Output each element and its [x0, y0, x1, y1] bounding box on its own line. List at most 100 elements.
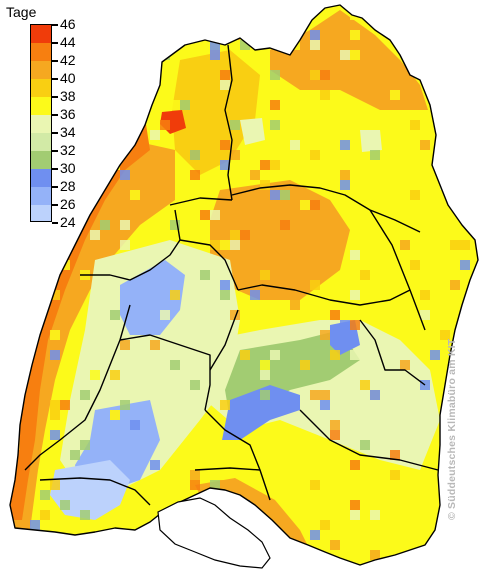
grid-cell [230, 240, 240, 250]
grid-cell [110, 130, 120, 140]
grid-cell [270, 190, 280, 200]
grid-cell [120, 130, 130, 140]
zone-kraichgau-green [240, 118, 265, 145]
legend-swatch [31, 133, 51, 152]
grid-cell [320, 70, 330, 80]
legend-tick [52, 204, 58, 206]
grid-cell [360, 440, 370, 450]
grid-cell [210, 50, 220, 60]
grid-cell [220, 140, 230, 150]
grid-cell [220, 160, 230, 170]
grid-cell [240, 350, 250, 360]
grid-cell [230, 120, 240, 130]
grid-cell [280, 220, 290, 230]
grid-cell [190, 460, 200, 470]
grid-cell [310, 270, 320, 280]
grid-cell [30, 520, 40, 530]
grid-cell [270, 160, 280, 170]
grid-cell [140, 10, 150, 20]
grid-cell [190, 170, 200, 180]
grid-cell [40, 490, 50, 500]
grid-cell [390, 90, 400, 100]
grid-cell [80, 440, 90, 450]
legend-swatch [31, 25, 51, 44]
grid-cell [460, 240, 470, 250]
grid-cell [270, 510, 280, 520]
grid-cell [350, 500, 360, 510]
legend-tick [52, 78, 58, 80]
grid-cell [200, 210, 210, 220]
grid-cell [310, 200, 320, 210]
grid-cell [200, 270, 210, 280]
grid-cell [270, 120, 280, 130]
legend-tick [52, 186, 58, 188]
grid-cell [450, 90, 460, 100]
grid-cell [120, 340, 130, 350]
grid-cell [310, 70, 320, 80]
legend-tick-label: 30 [60, 160, 76, 176]
grid-cell [360, 380, 370, 390]
legend-tick-label: 24 [60, 214, 76, 230]
grid-cell [250, 170, 260, 180]
grid-cell [440, 170, 450, 180]
grid-cell [140, 5, 150, 10]
legend-tick-label: 28 [60, 178, 76, 194]
grid-cell [370, 390, 380, 400]
grid-cell [180, 100, 190, 110]
grid-cell [240, 40, 250, 50]
grid-cell [420, 290, 430, 300]
grid-cell [140, 340, 150, 350]
legend-swatch [31, 169, 51, 188]
grid-cell [430, 60, 440, 70]
grid-cell [210, 490, 220, 500]
grid-cell [370, 70, 380, 80]
legend-tick-label: 46 [60, 16, 76, 32]
grid-cell [430, 90, 440, 100]
grid-cell [460, 5, 470, 10]
zone-south-east-yellow [320, 460, 438, 555]
grid-cell [310, 530, 320, 540]
grid-cell [370, 150, 380, 160]
district-border-14 [39, 477, 151, 506]
grid-cell [190, 380, 200, 390]
grid-cell [220, 70, 230, 80]
grid-cell [80, 390, 90, 400]
legend-color-bar [30, 24, 52, 222]
grid-cell [210, 480, 220, 490]
grid-cell [410, 530, 420, 540]
legend-tick [52, 168, 58, 170]
grid-cell [410, 190, 420, 200]
grid-cell [260, 360, 270, 370]
grid-cell [90, 370, 100, 380]
grid-cell [260, 390, 270, 400]
grid-cell [420, 330, 430, 340]
grid-cell [450, 240, 460, 250]
legend-tick-label: 42 [60, 52, 76, 68]
grid-cell [440, 5, 450, 10]
grid-cell [330, 310, 340, 320]
grid-cell [50, 400, 60, 410]
grid-cell [120, 90, 130, 100]
grid-cell [160, 310, 170, 320]
grid-cell [50, 350, 60, 360]
legend-tick-label: 40 [60, 70, 76, 86]
grid-cell [370, 550, 380, 560]
grid-cell [110, 310, 120, 320]
legend-swatch [31, 187, 51, 206]
grid-cell [120, 220, 130, 230]
grid-cell [130, 420, 140, 430]
grid-cell [330, 540, 340, 550]
grid-cell [120, 400, 130, 410]
legend-swatch [31, 115, 51, 134]
grid-cell [420, 310, 430, 320]
grid-cell [220, 240, 230, 250]
grid-cell [150, 460, 160, 470]
district-border-13 [359, 319, 426, 386]
zone-jura-blue [222, 385, 300, 440]
district-border-12 [299, 409, 439, 471]
grid-cell [270, 70, 280, 80]
grid-cell [260, 180, 270, 190]
grid-cell [400, 360, 410, 370]
grid-cell [310, 280, 320, 290]
